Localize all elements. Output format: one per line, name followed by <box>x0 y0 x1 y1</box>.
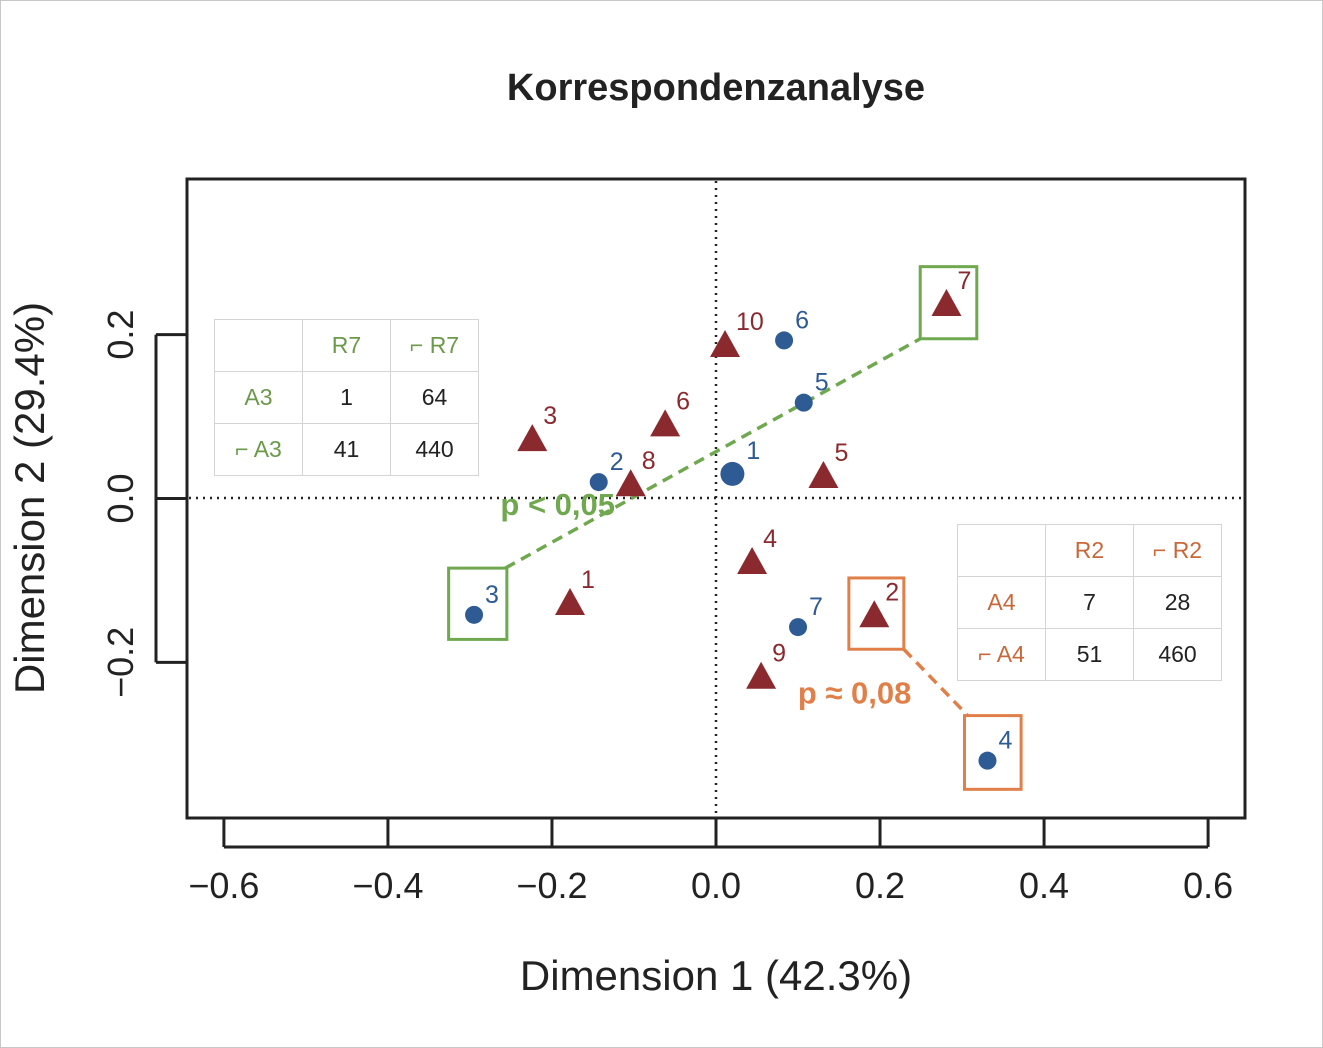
y-tick-label: 0.0 <box>100 473 141 523</box>
y-tick-label: 0.2 <box>100 310 141 360</box>
triangle-point-8 <box>615 469 646 497</box>
circle-point-label: 6 <box>795 306 809 334</box>
table-cell: 41 <box>302 423 391 476</box>
table-row: ⌐ A3 41 440 <box>214 423 479 476</box>
y-axis: −0.2 0.0 0.2 <box>100 310 187 698</box>
circle-point-7 <box>789 618 808 637</box>
triangle-point-7 <box>931 288 962 316</box>
table-header-cell <box>214 319 303 372</box>
triangle-point-label: 2 <box>885 578 899 606</box>
triangle-point-label: 8 <box>642 447 656 475</box>
x-axis-label: Dimension 1 (42.3%) <box>520 952 912 999</box>
table-row-label: ⌐ A3 <box>214 423 303 476</box>
p-value-label: p ≈ 0,08 <box>798 675 912 710</box>
triangle-point-3 <box>517 424 548 452</box>
circle-point-label: 4 <box>998 727 1012 755</box>
circle-point-label: 7 <box>809 593 823 621</box>
y-axis-label: Dimension 2 (29.4%) <box>6 302 53 694</box>
x-axis: −0.6 −0.4 −0.2 0.0 0.2 0.4 0.6 <box>188 818 1233 906</box>
table-header-cell: R2 <box>1045 524 1134 577</box>
x-tick-label: 0.0 <box>691 865 741 906</box>
triangle-point-4 <box>737 547 768 575</box>
table-header-cell: ⌐ R2 <box>1133 524 1222 577</box>
triangle-point-2 <box>859 600 890 628</box>
circle-point-5 <box>794 393 813 412</box>
circle-point-label: 2 <box>610 448 624 476</box>
triangle-point-label: 4 <box>763 525 777 553</box>
circle-point-label: 3 <box>485 581 499 609</box>
table-row-label: ⌐ A4 <box>957 628 1046 681</box>
circle-point-label: 5 <box>815 369 829 397</box>
x-tick-label: −0.4 <box>352 865 423 906</box>
highlight-box <box>918 265 979 341</box>
table-cell: 440 <box>390 423 479 476</box>
table-cell: 1 <box>302 371 391 424</box>
circle-point-1 <box>720 461 745 486</box>
circle-point-3 <box>465 605 484 624</box>
triangle-point-label: 1 <box>581 566 595 594</box>
table-row: ⌐ A4 51 460 <box>957 628 1222 681</box>
table-row: A4 7 28 <box>957 576 1222 629</box>
highlight-box <box>963 714 1023 791</box>
highlight-box <box>447 566 509 641</box>
significance-annotations: p < 0,05 p ≈ 0,08 <box>447 265 1023 791</box>
triangle-point-5 <box>808 461 839 489</box>
circle-point-4 <box>978 751 997 770</box>
table-cell: 460 <box>1133 628 1222 681</box>
table-header-cell: R7 <box>302 319 391 372</box>
circle-point-6 <box>775 331 794 350</box>
x-tick-label: 0.2 <box>855 865 905 906</box>
table-cell: 7 <box>1045 576 1134 629</box>
x-tick-label: 0.4 <box>1019 865 1069 906</box>
triangle-point-label: 10 <box>736 308 764 336</box>
significance-connector <box>504 337 922 570</box>
contingency-table-a4-r2: R2 ⌐ R2 A4 7 28 ⌐ A4 51 460 <box>957 524 1222 681</box>
highlight-box <box>847 576 906 651</box>
triangle-point-label: 6 <box>676 387 690 415</box>
table-row: R7 ⌐ R7 <box>214 319 479 372</box>
triangle-point-10 <box>710 329 741 357</box>
chart-title: Korrespondenzanalyse <box>507 67 925 109</box>
triangle-point-9 <box>746 661 777 689</box>
table-header-cell <box>957 524 1046 577</box>
x-tick-label: −0.2 <box>516 865 587 906</box>
x-tick-label: −0.6 <box>188 865 259 906</box>
triangle-point-label: 5 <box>834 439 848 467</box>
table-row: A3 1 64 <box>214 371 479 424</box>
y-tick-label: −0.2 <box>100 627 141 698</box>
triangle-point-label: 7 <box>957 267 971 295</box>
table-row: R2 ⌐ R2 <box>957 524 1222 577</box>
triangle-point-label: 3 <box>543 402 557 430</box>
table-cell: 64 <box>390 371 479 424</box>
x-tick-label: 0.6 <box>1183 865 1233 906</box>
table-cell: 28 <box>1133 576 1222 629</box>
significance-connector <box>902 648 970 717</box>
table-cell: 51 <box>1045 628 1134 681</box>
p-value-label: p < 0,05 <box>500 487 615 522</box>
table-row-label: A4 <box>957 576 1046 629</box>
table-header-cell: ⌐ R7 <box>390 319 479 372</box>
triangle-point-6 <box>650 409 681 437</box>
triangle-point-label: 9 <box>772 640 786 668</box>
triangle-point-1 <box>555 588 586 615</box>
table-row-label: A3 <box>214 371 303 424</box>
contingency-table-a3-r7: R7 ⌐ R7 A3 1 64 ⌐ A3 41 440 <box>214 319 479 476</box>
data-points: 1 2 3 4 5 6 7 1 2 3 4 5 6 7 8 9 10 <box>465 267 1012 770</box>
circle-point-2 <box>589 473 608 492</box>
circle-point-label: 1 <box>746 437 760 465</box>
